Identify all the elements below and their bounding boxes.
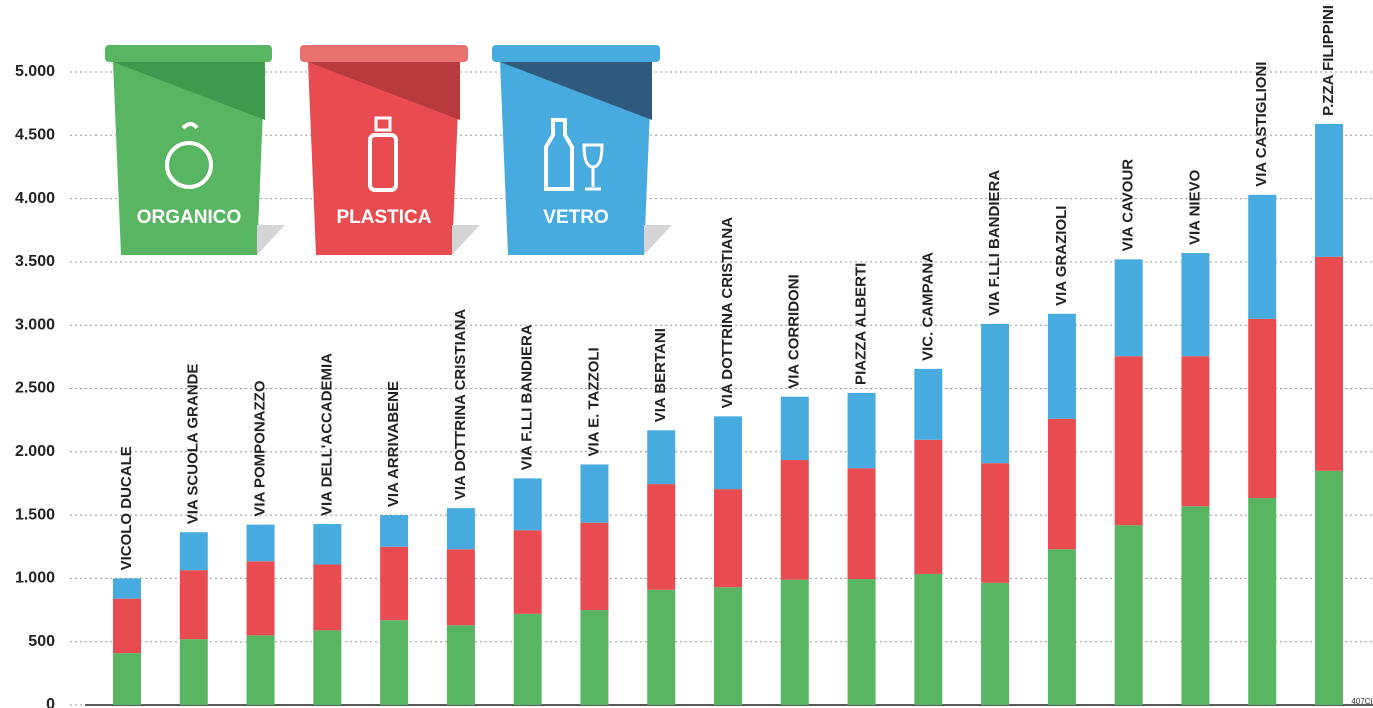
y-tick-label: 1.000: [15, 570, 55, 587]
bar-segment: [580, 610, 609, 705]
bar-segment: [513, 613, 542, 705]
bar-segment: [780, 396, 809, 461]
bar-segment: [1047, 418, 1076, 550]
bar-segment: [647, 589, 676, 705]
bar-segment: [313, 564, 342, 631]
legend-label: PLASTICA: [337, 207, 432, 228]
legend-label: VETRO: [543, 207, 608, 228]
bar-segment: [847, 468, 876, 580]
category-label: VIA E. TAZZOLI: [585, 347, 602, 456]
bar-segment: [1248, 318, 1277, 499]
bar-segment: [780, 579, 809, 705]
bin-organico: [105, 45, 285, 255]
bar-segment: [914, 439, 943, 574]
bar-segment: [847, 579, 876, 705]
category-label: P.ZZA FILIPPINI: [1320, 5, 1337, 116]
category-label: VIA ARRIVABENE: [385, 381, 402, 507]
category-label: VIA F.LLI BANDIERA: [519, 324, 536, 470]
category-label: VIA CASTIGLIONI: [1253, 62, 1270, 187]
bar-segment: [246, 524, 275, 562]
category-label: VIA F.LLI BANDIERA: [986, 170, 1003, 316]
category-label: VIA CAVOUR: [1120, 159, 1137, 252]
bar-segment: [179, 639, 208, 705]
bar-segment: [446, 625, 475, 705]
y-tick-label: 500: [28, 633, 55, 650]
bar-segment: [914, 368, 943, 440]
bar-segment: [1248, 498, 1277, 705]
bar-segment: [1315, 123, 1343, 257]
bar-segment: [1181, 253, 1210, 357]
bar-segment: [380, 515, 409, 547]
category-label: VIA POMPONAZZO: [252, 380, 269, 516]
category-label: VIC. CAMPANA: [919, 252, 936, 361]
category-label: VIA CORRIDONI: [786, 274, 803, 388]
bar-segment: [513, 478, 542, 531]
bar-segment: [246, 635, 275, 705]
bar-segment: [246, 561, 275, 636]
plot: 0 500 1.000 1.500 2.000 2.500 3.000 3.500 4.000 4…: [15, 5, 1373, 708]
category-label: VIA NIEVO: [1186, 169, 1203, 245]
bar-segment: [313, 630, 342, 705]
bar-segment: [647, 430, 676, 485]
bar-segment: [647, 484, 676, 590]
bar-segment: [847, 392, 876, 469]
bar-segment: [714, 587, 742, 705]
bar-segment: [313, 523, 342, 565]
bar-segment: [446, 549, 475, 626]
bar-segment: [1181, 506, 1210, 705]
category-label: VIA DOTTRINA CRISTIANA: [452, 309, 469, 501]
bar-segment: [714, 489, 742, 588]
bar-segment: [1047, 313, 1076, 419]
bar-segment: [1114, 259, 1143, 357]
bar-segment: [914, 573, 943, 705]
bar-segment: [1181, 356, 1210, 507]
bar-segment: [113, 598, 141, 654]
bar-segment: [179, 532, 208, 571]
y-tick-label: 1.500: [15, 506, 55, 523]
bar-segment: [580, 522, 609, 611]
category-label: VICOLO DUCALE: [118, 446, 135, 570]
bar-segment: [380, 546, 409, 621]
bar-segment: [179, 570, 208, 640]
y-tick-label: 3.000: [15, 316, 55, 333]
bar-segment: [780, 460, 809, 580]
bar-segment: [446, 508, 475, 550]
bar-segment: [1047, 549, 1076, 705]
bar-segment: [981, 582, 1010, 705]
category-label: VIA DOTTRINA CRISTIANA: [719, 217, 736, 409]
y-tick-label: 4.500: [15, 127, 55, 144]
bin-plastica: [300, 45, 480, 255]
category-label: VIA DELL'ACCADEMIA: [318, 353, 335, 516]
category-label: VIA GRAZIOLI: [1053, 206, 1070, 306]
credit: 407CI: [1351, 697, 1372, 706]
category-label: VIA SCUOLA GRANDE: [185, 364, 202, 525]
bar-segment: [981, 323, 1010, 464]
bar-segment: [1315, 470, 1343, 705]
bar-segment: [113, 578, 141, 599]
legend-label: ORGANICO: [137, 207, 242, 228]
y-tick-label: 4.000: [15, 190, 55, 207]
bar-segment: [1315, 256, 1343, 471]
bar-segment: [1114, 525, 1143, 705]
category-label: VIA BERTANI: [652, 328, 669, 422]
y-tick-label: 0: [46, 696, 55, 708]
y-tick-label: 2.000: [15, 443, 55, 460]
bar-segment: [513, 530, 542, 614]
y-tick-label: 5.000: [15, 63, 55, 80]
bar-segment: [113, 653, 141, 705]
category-label: PIAZZA ALBERTI: [853, 263, 870, 385]
bar-segment: [580, 464, 609, 523]
bar-segment: [714, 416, 742, 490]
bar-segment: [1114, 356, 1143, 526]
bar-segment: [1248, 194, 1277, 319]
bin-vetro: [492, 45, 672, 255]
bar-segment: [380, 620, 409, 705]
bar-segment: [981, 463, 1010, 583]
y-tick-label: 3.500: [15, 253, 55, 270]
y-tick-label: 2.500: [15, 380, 55, 397]
